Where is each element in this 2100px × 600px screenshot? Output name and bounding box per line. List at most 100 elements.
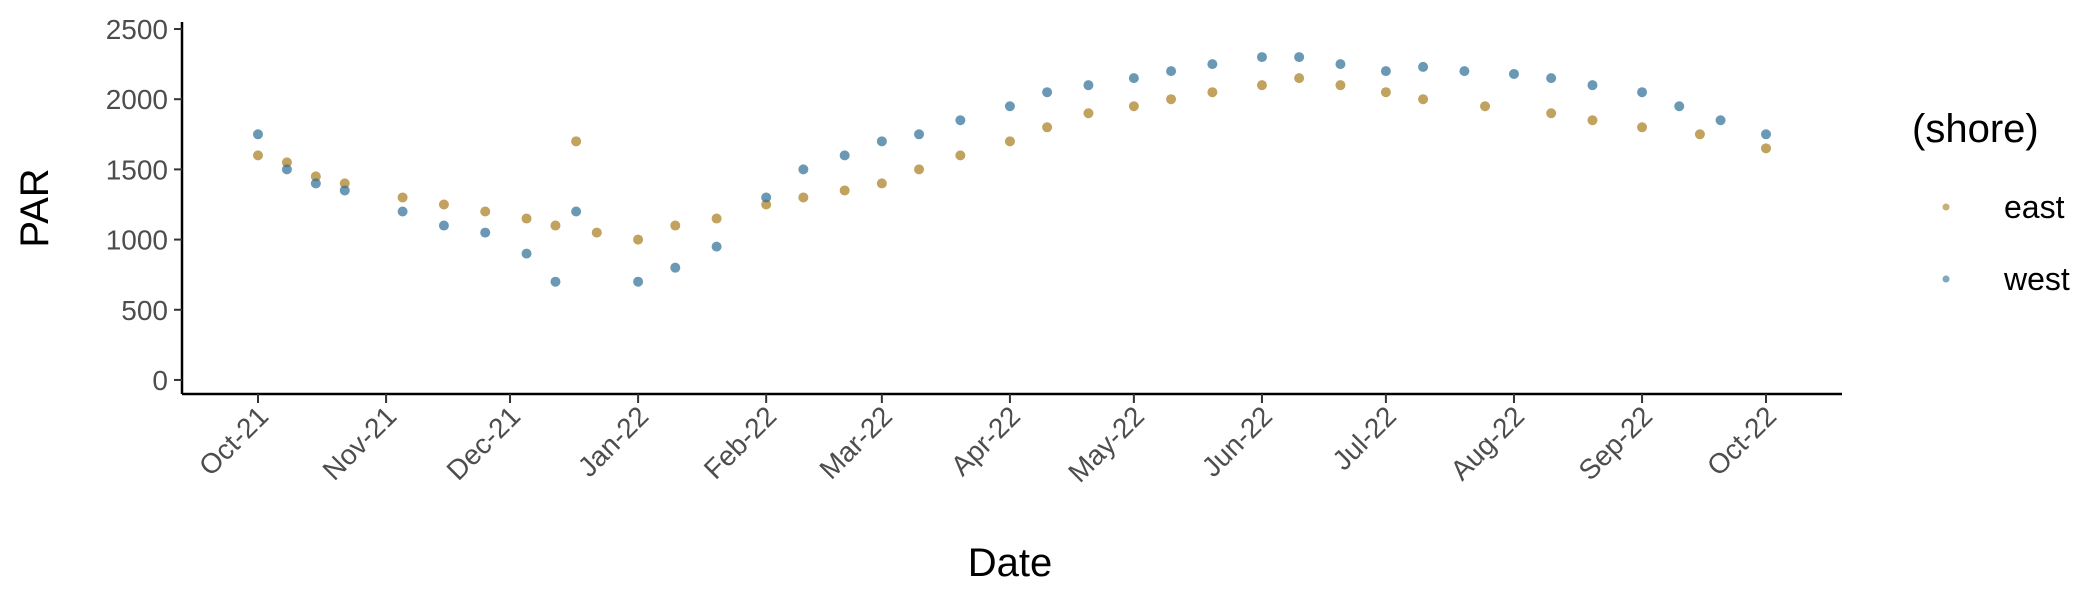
y-tick-label: 2500 — [106, 14, 168, 45]
point-east — [798, 192, 809, 203]
point-east — [281, 157, 292, 168]
point-east — [1256, 80, 1267, 91]
point-west — [1715, 115, 1726, 126]
x-tick-label: Nov-21 — [317, 400, 403, 486]
y-tick-label: 0 — [152, 365, 168, 396]
point-west — [1380, 66, 1391, 77]
points-layer — [253, 52, 1771, 287]
point-west — [1256, 52, 1267, 63]
point-east — [711, 213, 722, 224]
x-tick-label: Jun-22 — [1196, 400, 1278, 482]
point-west — [1761, 129, 1771, 140]
point-west — [1294, 52, 1305, 63]
point-east — [1637, 122, 1648, 133]
point-west — [1418, 61, 1429, 72]
point-west — [550, 276, 561, 287]
x-tick-label: Oct-21 — [193, 400, 274, 481]
legend-title: (shore) — [1912, 107, 2039, 151]
point-east — [914, 164, 925, 175]
point-west — [798, 164, 809, 175]
point-west — [1587, 80, 1598, 91]
point-east — [876, 178, 887, 189]
point-west — [1459, 66, 1470, 77]
point-east — [1083, 108, 1094, 119]
x-tick-label: Jan-22 — [572, 400, 654, 482]
point-west — [1207, 59, 1218, 70]
point-east — [1042, 122, 1053, 133]
point-east — [480, 206, 491, 217]
point-west — [480, 227, 491, 238]
y-tick-label: 500 — [121, 295, 168, 326]
point-east — [1207, 87, 1218, 98]
point-east — [253, 150, 263, 161]
x-tick-label: Dec-21 — [441, 400, 527, 486]
legend: (shore) east west — [1912, 107, 2070, 297]
point-west — [339, 185, 350, 196]
point-west — [839, 150, 850, 161]
point-east — [438, 199, 449, 210]
point-west — [1674, 101, 1685, 112]
point-east — [1761, 143, 1771, 154]
point-east — [633, 234, 644, 245]
point-west — [876, 136, 887, 147]
point-west — [1335, 59, 1346, 70]
x-tick-label: May-22 — [1062, 400, 1150, 488]
point-west — [633, 276, 644, 287]
point-east — [310, 171, 321, 182]
x-tick-label: Feb-22 — [698, 400, 783, 485]
point-west — [955, 115, 966, 126]
point-east — [955, 150, 966, 161]
point-west — [281, 164, 292, 175]
x-tick-label: Sep-22 — [1573, 400, 1659, 486]
point-west — [1508, 68, 1519, 79]
point-west — [1004, 101, 1015, 112]
point-east — [591, 227, 602, 238]
point-west — [711, 241, 722, 252]
legend-key-east — [1942, 203, 1950, 211]
point-east — [839, 185, 850, 196]
x-tick-label: Apr-22 — [945, 400, 1026, 481]
x-axis-title: Date — [968, 541, 1053, 585]
x-tick-label: Jul-22 — [1326, 400, 1402, 476]
point-east — [1546, 108, 1557, 119]
legend-label-west: west — [2003, 261, 2070, 297]
point-east — [397, 192, 408, 203]
point-east — [1480, 101, 1491, 112]
point-east — [1380, 87, 1391, 98]
point-east — [761, 199, 772, 210]
y-tick-label: 1000 — [106, 225, 168, 256]
point-west — [310, 178, 321, 189]
point-east — [1166, 94, 1177, 105]
x-tick-label: Oct-22 — [1701, 400, 1782, 481]
y-tick-label: 1500 — [106, 154, 168, 185]
x-axis-ticks: Oct-21 Nov-21 Dec-21 Jan-22 Feb-22 Mar-22 Apr-… — [193, 394, 1782, 488]
point-west — [1042, 87, 1053, 98]
legend-key-west — [1942, 275, 1950, 283]
point-west — [521, 248, 532, 259]
y-tick-label: 2000 — [106, 84, 168, 115]
point-east — [339, 178, 350, 189]
y-axis-ticks: 0 500 1000 1500 2000 2500 — [106, 14, 182, 396]
point-west — [571, 206, 582, 217]
point-east — [1418, 94, 1429, 105]
point-east — [521, 213, 532, 224]
point-east — [1694, 129, 1705, 140]
x-tick-label: Aug-22 — [1444, 400, 1530, 486]
point-west — [397, 206, 408, 217]
point-west — [1166, 66, 1177, 77]
point-west — [1546, 73, 1557, 84]
point-east — [1128, 101, 1139, 112]
point-west — [914, 129, 925, 140]
point-east — [1004, 136, 1015, 147]
point-west — [670, 262, 681, 273]
point-east — [1294, 73, 1305, 84]
point-east — [571, 136, 582, 147]
y-axis-title: PAR — [13, 168, 57, 247]
point-east — [550, 220, 561, 231]
point-west — [1637, 87, 1648, 98]
point-west — [438, 220, 449, 231]
point-east — [1335, 80, 1346, 91]
point-east — [1587, 115, 1598, 126]
point-west — [1128, 73, 1139, 84]
